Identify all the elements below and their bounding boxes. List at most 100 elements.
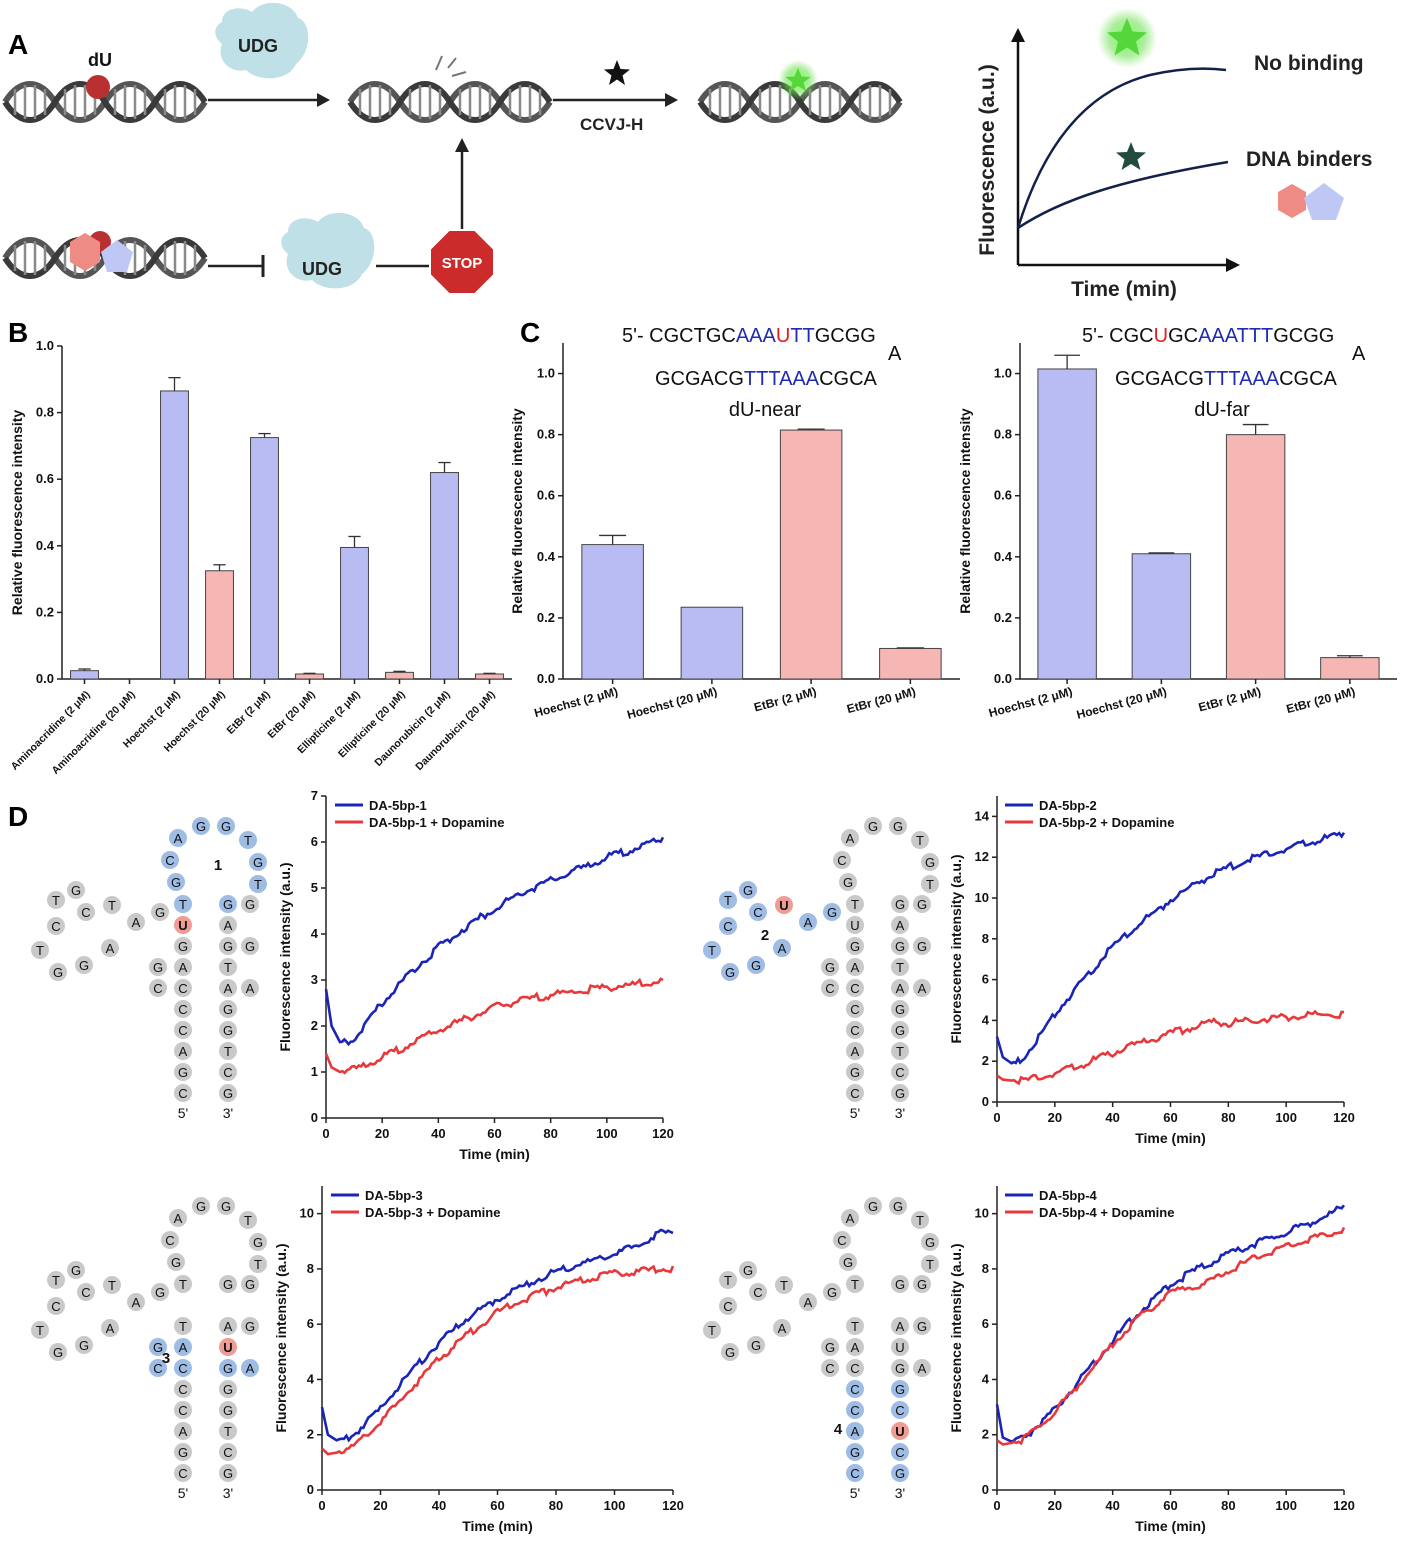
series-line-0 [324,836,665,1047]
nt-loop1-3-circle [864,817,882,835]
nt-stem-r-0: G [895,1086,905,1101]
nt-bulge-g: G [153,960,163,975]
y-tick-label: 0.0 [537,671,555,686]
nt-stem-l-0-circle [174,1464,192,1482]
nt-loop2-2-circle [775,896,793,914]
nt-stem-l-2: A [851,1424,860,1439]
nt-stem-l-2: A [179,1044,188,1059]
nt-loop2-2-circle [103,1276,121,1294]
seq-near-blue-a: AAA [736,325,777,347]
nt-stem-r-8: A [896,918,905,933]
nt-loop2-4: G [71,883,81,898]
nt-stem-top-r: G [223,1277,233,1292]
nt-stem-r-2-circle [891,1422,909,1440]
pentagon-icon-2 [1304,183,1344,220]
x-tick-label: 80 [1221,1498,1235,1513]
nt-bulge-a: A [246,1361,255,1376]
nt-loop2-9-circle [75,1336,93,1354]
nt-stem-top-l-circle [174,895,192,913]
glowing-star-icon-2 [1107,18,1147,56]
nt-loop2-4-circle [67,881,85,899]
nt-loop2-9-circle [75,956,93,974]
x-tick-label: 20 [1048,1110,1062,1125]
x-tick-label: 100 [604,1498,626,1513]
category-label-8: Daunorubicin (2 μM) [372,689,452,769]
nt-stem-l-8: U [178,918,187,933]
nt-loop2-3-circle [77,1283,95,1301]
nt-bulge-g2-circle [241,1317,259,1335]
nt-loop1-4-circle [889,1197,907,1215]
chart-c-dU-far: 0.0 0.2 0.4 0.6 0.8 1.0 Relative fluorescence … [957,343,1397,722]
nt-loop2-1-circle [799,913,817,931]
star-icon [604,60,630,85]
svg-text:GCGACGTTTAAACGCA: GCGACGTTTAAACGCA [1115,368,1338,390]
nt-bulge-g2-circle [241,937,259,955]
chart-b: 0.0 0.2 0.4 0.6 0.8 1.0 Relative fluorescence … [9,338,512,777]
y-tick-label: 12 [975,849,989,864]
nt-loop2-5-circle [47,1271,65,1289]
nt-stem-l-6-circle [174,1338,192,1356]
nt-stem-l-2-circle [174,1042,192,1060]
nt-stem-l-7-circle [846,937,864,955]
nt-stem-l-2: A [179,1424,188,1439]
nt-loop1-7: T [254,877,262,892]
nt-stem-l-6: A [851,1340,860,1355]
series-line-0 [995,1204,1346,1444]
nt-stem-r-7-circle [219,937,237,955]
nt-stem-top-r: G [223,897,233,912]
nt-loop1-1-circle [161,851,179,869]
nt-loop1-7-circle [921,1255,939,1273]
nt-loop2-6-circle [719,917,737,935]
y-axis-label: Relative fluorescence intensity [9,410,25,616]
nt-stem-l-5-circle [174,1359,192,1377]
nt-bulge-c-circle [821,979,839,997]
nt-stem-r-7: G [223,939,233,954]
category-label-0: Aminoacridine (2 μM) [9,689,93,773]
nt-stem-l-4-circle [174,1000,192,1018]
nt-loop2-4: G [71,1263,81,1278]
y-axis-label: Fluorescence intensity (a.u.) [273,1243,289,1432]
nt-stem-r-4: G [895,1002,905,1017]
nt-loop2-8: G [53,965,63,980]
nt-loop1-4: G [221,819,231,834]
nt-loop1-7: T [254,1257,262,1272]
nt-loop1-6: G [253,855,263,870]
nt-stem-r-7-circle [219,1317,237,1335]
x-tick-label: 0 [318,1498,325,1513]
nt-stem-l-6: A [179,960,188,975]
du-nucleotide-icon [86,75,110,99]
nt-stem-l-5: C [850,981,859,996]
legend-label-1: DA-5bp-3 + Dopamine [365,1205,500,1220]
nt-loop1-5: T [244,833,252,848]
x-tick-label: 100 [1275,1498,1297,1513]
legend-label-1: DA-5bp-2 + Dopamine [1039,815,1174,830]
three-prime-label: 3' [223,1105,233,1121]
seq-near-blue-b: TT [790,325,814,347]
nt-stem-l-1-circle [846,1443,864,1461]
seq-near-suffix: GCGG [815,325,876,347]
seq-far-line2-blue: TTTAAA [1204,368,1280,390]
y-tick-label: 10 [975,890,989,905]
nt-loop2-3-circle [77,903,95,921]
bar-0 [581,544,644,680]
nt-stem-top-r: G [895,1277,905,1292]
nt-stem-l-5: C [178,1361,187,1376]
y-tick-label: 6 [982,1316,989,1331]
nt-stem-r-7: A [896,1319,905,1334]
nt-stem-r-0-circle [219,1084,237,1102]
nt-loop2-6-circle [47,917,65,935]
chart-d2: 0 20 40 60 80 100 120 0 2 4 6 8 10 12 14 Time (min) Fluo… [948,796,1355,1146]
nt-loop1-4: G [893,819,903,834]
nt-loop1-3-circle [864,1197,882,1215]
nt-loop2-4-circle [739,1261,757,1279]
nt-stem-r-3: G [895,1023,905,1038]
nt-loop1-6-circle [921,1233,939,1251]
nt-stem-r-2: T [896,1044,904,1059]
x-tick-label: 40 [432,1498,446,1513]
y-tick-label: 8 [307,1261,314,1276]
nt-loop1-7-circle [249,875,267,893]
bar-7 [385,671,414,680]
nt-loop1-4-circle [217,817,235,835]
